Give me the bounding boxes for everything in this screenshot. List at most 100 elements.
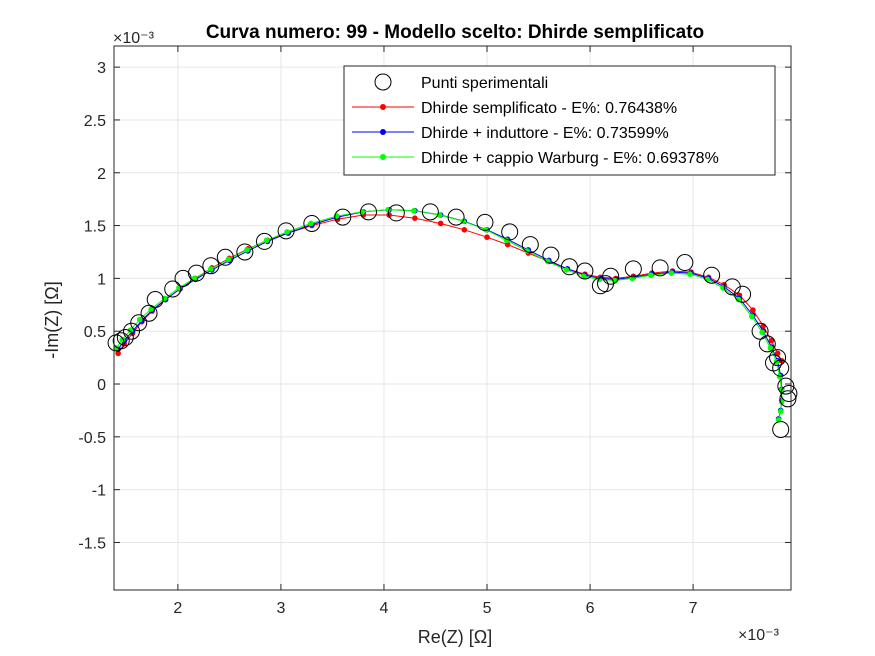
y-tick-label: 1 — [97, 271, 106, 288]
data-point — [651, 259, 669, 277]
x-axis-label: Re(Z) [Ω] — [418, 627, 492, 647]
data-point — [127, 327, 134, 333]
data-point — [777, 408, 784, 415]
legend-marker-dhirde-induttore — [380, 129, 386, 135]
x-tick-label: 2 — [173, 600, 182, 617]
data-point — [769, 349, 787, 367]
data-point — [767, 345, 774, 351]
data-point — [768, 337, 775, 344]
axes: 2 3 4 5 6 7 3 2.5 2 1.5 1 0.5 0 -0.5 -1 -1.5 — [78, 45, 792, 617]
y-tick-label: 2.5 — [84, 113, 106, 130]
legend-item-experimental: Punti sperimentali — [374, 73, 548, 92]
data-point — [624, 260, 642, 278]
data-point — [774, 350, 781, 357]
data-point — [542, 246, 560, 264]
data-point — [780, 385, 798, 403]
legend-marker-experimental — [374, 73, 392, 91]
legend-marker-dhirde-semplificato — [380, 104, 386, 110]
data-point — [225, 256, 232, 263]
data-point — [501, 223, 519, 241]
data-point — [386, 212, 392, 218]
data-point — [202, 257, 220, 275]
data-point — [303, 214, 321, 232]
legend-label: Dhirde semplificato - E%: 0.76438% — [421, 100, 677, 117]
legend-marker-dhirde-warburg — [380, 154, 386, 160]
data-point — [113, 345, 119, 351]
data-point — [187, 264, 205, 282]
data-point — [476, 213, 494, 231]
data-point — [734, 285, 752, 303]
data-point — [284, 229, 290, 235]
data-point — [112, 332, 130, 350]
data-point — [563, 267, 570, 273]
data-point — [216, 248, 234, 266]
y-tick-label: 0 — [97, 377, 106, 394]
legend: Punti sperimentali Dhirde semplificato -… — [343, 65, 776, 176]
y-tick-label: 3 — [97, 60, 106, 77]
data-point — [148, 306, 154, 312]
data-point — [521, 236, 539, 254]
data-point — [115, 350, 121, 357]
series-line — [117, 209, 783, 420]
legend-box — [343, 65, 776, 176]
data-point — [461, 226, 468, 233]
data-point — [360, 203, 378, 221]
data-point — [772, 420, 790, 438]
plot-series — [107, 203, 798, 438]
data-point — [244, 247, 250, 253]
data-point — [735, 296, 742, 303]
y-axis-label: -Im(Z) [Ω] — [42, 281, 62, 358]
y-tick-label: -0.5 — [78, 430, 106, 447]
data-point — [676, 254, 694, 272]
data-point — [668, 270, 675, 276]
y-tick-label: 0.5 — [84, 324, 106, 341]
x-tick-label: 7 — [689, 600, 698, 617]
data-point — [263, 237, 270, 244]
data-point — [750, 307, 756, 313]
y-tick-label: 1.5 — [84, 219, 106, 236]
data-point — [421, 203, 439, 221]
y-tick-label: -1.5 — [78, 535, 106, 552]
data-point — [308, 220, 314, 227]
data-point — [648, 272, 654, 279]
data-point — [483, 226, 489, 233]
data-point — [255, 232, 273, 250]
legend-label: Punti sperimentali — [421, 75, 548, 92]
x-tick-label: 4 — [380, 600, 389, 617]
x-tick-label: 6 — [586, 600, 595, 617]
data-point — [387, 204, 405, 222]
data-point — [504, 241, 511, 248]
data-point — [208, 266, 214, 272]
data-point — [130, 314, 148, 332]
data-point — [411, 207, 417, 214]
data-point — [277, 222, 295, 240]
data-point — [116, 329, 134, 347]
data-point — [334, 208, 352, 226]
legend-label: Dhirde + induttore - E%: 0.73599% — [421, 125, 669, 142]
chart-title: Curva numero: 99 - Modello scelto: Dhird… — [206, 22, 704, 43]
data-point — [146, 291, 164, 309]
data-point — [602, 267, 620, 285]
data-point — [164, 280, 182, 298]
data-point — [758, 335, 776, 353]
data-point — [687, 271, 693, 277]
y-axis-exponent: ×10⁻³ — [113, 30, 155, 47]
series-experimental — [107, 203, 798, 438]
data-point — [581, 273, 587, 280]
data-point — [776, 373, 783, 380]
data-point — [136, 316, 143, 323]
series-line — [115, 209, 783, 421]
data-point — [703, 266, 721, 284]
data-point — [704, 276, 711, 283]
legend-item-dhirde-warburg: Dhirde + cappio Warburg - E%: 0.69378% — [352, 150, 719, 167]
data-point — [236, 243, 254, 261]
data-point — [759, 329, 765, 336]
y-tick-label: 2 — [97, 166, 106, 183]
data-point — [749, 313, 755, 320]
data-point — [560, 258, 578, 276]
data-point — [576, 262, 594, 280]
legend-label: Dhirde + cappio Warburg - E%: 0.69378% — [421, 150, 719, 167]
data-point — [437, 220, 444, 227]
x-axis-exponent: ×10⁻³ — [738, 627, 780, 644]
data-point — [484, 234, 490, 240]
